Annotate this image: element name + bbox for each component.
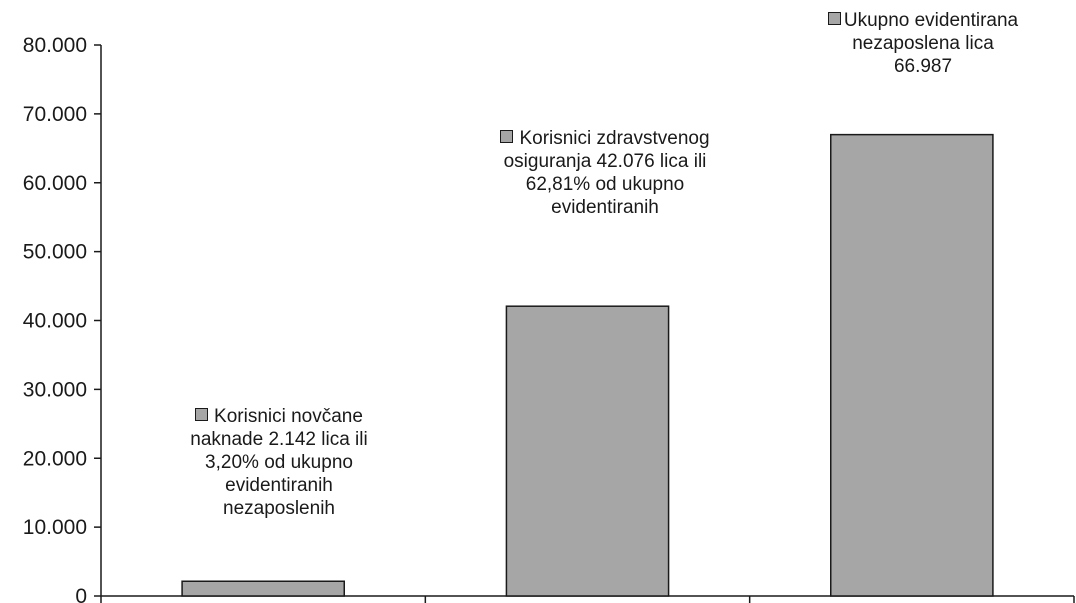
y-tick-label: 40.000 xyxy=(23,310,87,333)
legend-marker-icon xyxy=(195,408,209,422)
data-label-line: 62,81% od ukupno xyxy=(525,174,685,195)
data-label-line: Korisnici novčane xyxy=(214,406,363,427)
data-label-bar-3: Ukupno evidentirana nezaposlena lica 66.… xyxy=(808,9,1038,78)
data-label-line: Ukupno evidentirana xyxy=(843,10,1019,31)
data-label-bar-2: Korisnici zdravstvenog osiguranja 42.076… xyxy=(480,127,730,219)
data-label-line: nezaposlenih xyxy=(223,498,335,519)
y-tick-label: 50.000 xyxy=(23,241,87,264)
y-tick-label: 70.000 xyxy=(23,103,87,126)
legend-marker-icon xyxy=(827,12,841,26)
y-tick-label: 80.000 xyxy=(23,34,87,57)
data-label-line: 66.987 xyxy=(893,56,953,77)
data-label-line: 3,20% od ukupno xyxy=(205,452,353,473)
data-label-line: naknade 2.142 lica ili xyxy=(190,429,368,450)
data-label-line: Korisnici zdravstvenog xyxy=(519,128,710,149)
x-axis xyxy=(100,595,1075,603)
y-tick-label: 60.000 xyxy=(23,172,87,195)
data-label-line: evidentiranih xyxy=(225,475,333,496)
y-tick-label: 0 xyxy=(75,585,87,603)
legend-marker-icon xyxy=(500,130,514,144)
data-label-bar-1: Korisnici novčane naknade 2.142 lica ili… xyxy=(168,405,390,520)
bar xyxy=(505,305,670,597)
data-label-line: evidentiranih xyxy=(551,197,659,218)
y-tick-label: 20.000 xyxy=(23,447,87,470)
data-label-line: nezaposlena lica xyxy=(852,33,994,54)
y-tick-label: 10.000 xyxy=(23,516,87,539)
y-tick-label: 30.000 xyxy=(23,378,87,401)
y-axis: 0 10.000 20.000 30.000 40.000 50.000 60.000 70.… xyxy=(23,34,102,603)
bar xyxy=(181,580,345,597)
bar xyxy=(830,133,994,597)
data-label-line: osiguranja 42.076 lica ili xyxy=(503,151,707,172)
bars xyxy=(181,133,994,597)
